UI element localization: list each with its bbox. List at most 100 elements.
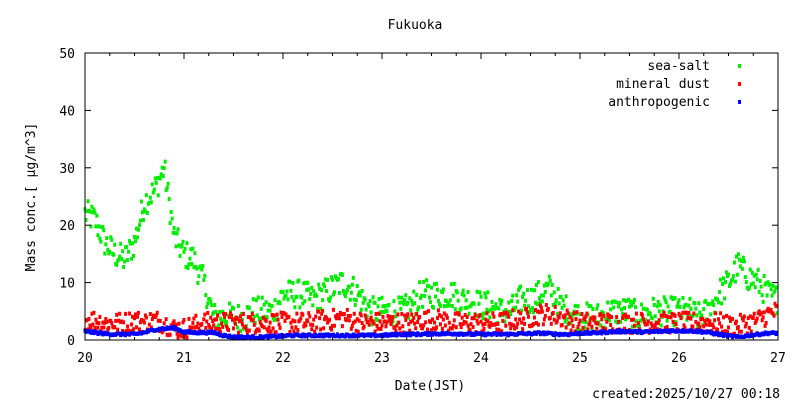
data-point xyxy=(312,317,316,322)
data-point xyxy=(149,325,153,330)
data-point xyxy=(203,273,207,278)
legend-label: mineral dust xyxy=(616,77,710,92)
data-point xyxy=(369,315,373,320)
data-point xyxy=(606,312,610,317)
data-point xyxy=(105,319,109,324)
data-point xyxy=(350,324,354,329)
data-point xyxy=(561,298,565,303)
data-point xyxy=(197,326,201,331)
data-point xyxy=(602,311,606,316)
data-point xyxy=(376,304,380,309)
data-point xyxy=(425,310,429,315)
data-point xyxy=(520,320,524,325)
data-point xyxy=(694,319,698,324)
x-tick-label: 23 xyxy=(374,351,390,366)
data-point xyxy=(354,298,358,303)
data-point xyxy=(744,280,748,285)
data-point xyxy=(232,306,235,311)
data-point xyxy=(207,323,211,328)
data-point xyxy=(673,313,677,318)
data-point xyxy=(162,166,166,171)
data-point xyxy=(290,325,294,330)
data-point xyxy=(214,309,218,314)
data-point xyxy=(668,309,672,314)
data-point xyxy=(584,314,588,319)
data-point xyxy=(566,311,570,316)
data-point xyxy=(378,319,382,324)
data-point xyxy=(472,301,476,306)
data-point xyxy=(368,299,372,304)
data-point xyxy=(377,311,381,316)
data-point xyxy=(388,314,392,319)
data-point xyxy=(391,315,395,320)
data-point xyxy=(678,304,682,309)
data-point xyxy=(178,333,182,338)
data-point xyxy=(732,331,736,336)
data-point xyxy=(546,306,550,311)
data-point xyxy=(347,284,351,289)
data-point xyxy=(244,327,248,332)
data-point xyxy=(697,301,701,306)
data-point xyxy=(709,322,713,327)
data-point xyxy=(757,309,761,314)
data-point xyxy=(273,298,277,303)
data-point xyxy=(109,235,113,240)
data-point xyxy=(156,193,160,198)
data-point xyxy=(263,314,267,319)
data-point xyxy=(304,323,308,328)
data-point xyxy=(521,295,525,300)
data-point xyxy=(206,301,210,306)
data-point xyxy=(221,324,225,329)
data-point xyxy=(89,325,93,330)
data-point xyxy=(174,322,178,327)
data-point xyxy=(557,315,561,320)
data-point xyxy=(689,316,693,321)
data-point xyxy=(458,322,462,327)
data-point xyxy=(267,302,271,307)
data-point xyxy=(381,304,385,309)
data-point xyxy=(134,325,138,330)
data-point xyxy=(318,316,322,321)
data-point xyxy=(539,293,543,298)
data-point xyxy=(204,325,208,330)
data-point xyxy=(185,241,189,246)
data-point xyxy=(440,326,444,331)
data-point xyxy=(87,316,91,321)
data-point xyxy=(90,204,94,209)
data-point xyxy=(180,243,184,248)
data-point xyxy=(594,321,598,326)
data-point xyxy=(235,316,239,321)
data-point xyxy=(436,298,440,303)
data-point xyxy=(122,320,126,325)
data-point xyxy=(537,296,541,301)
data-point xyxy=(219,330,223,335)
data-point xyxy=(418,315,422,320)
data-point xyxy=(482,326,486,331)
data-point xyxy=(142,207,146,212)
data-point xyxy=(630,324,634,329)
data-point xyxy=(277,322,281,327)
data-point xyxy=(239,319,243,324)
data-point xyxy=(93,325,97,330)
data-point xyxy=(586,327,590,332)
data-point xyxy=(503,319,507,324)
data-point xyxy=(187,262,191,267)
data-point xyxy=(755,277,759,282)
data-point xyxy=(505,314,509,319)
y-tick-label: 50 xyxy=(59,47,75,62)
data-point xyxy=(191,246,195,251)
legend-label: sea-salt xyxy=(647,59,710,74)
data-point xyxy=(720,324,724,329)
data-point xyxy=(136,227,140,232)
data-point xyxy=(343,334,347,339)
data-point xyxy=(490,299,494,304)
data-point xyxy=(284,293,288,298)
data-point xyxy=(88,323,92,328)
data-point xyxy=(533,300,537,305)
data-point xyxy=(427,284,431,289)
series-sea-salt xyxy=(83,159,779,334)
data-point xyxy=(176,335,180,340)
data-point xyxy=(498,297,502,302)
data-point xyxy=(271,315,275,320)
data-point xyxy=(567,321,571,326)
